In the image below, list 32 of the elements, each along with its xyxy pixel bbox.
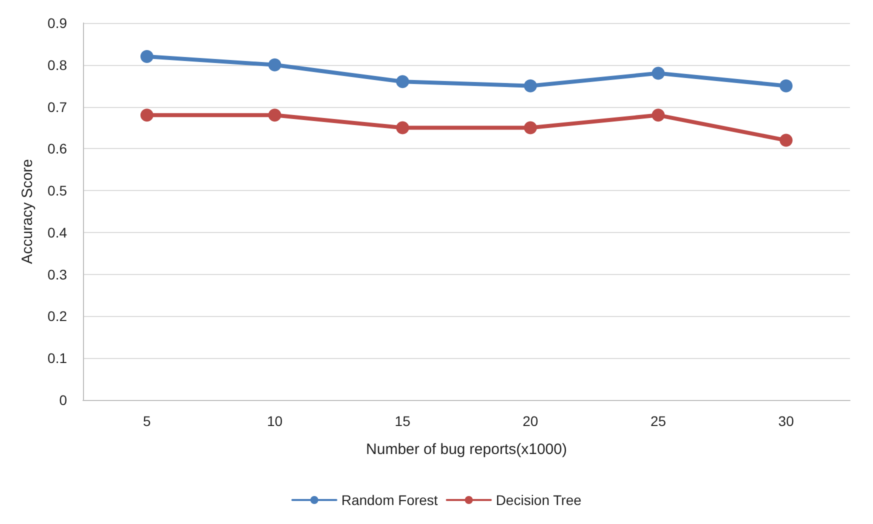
y-tick-label: 0.7 bbox=[48, 98, 68, 115]
x-axis-title: Number of bug reports(x1000) bbox=[366, 441, 567, 458]
point bbox=[140, 108, 154, 122]
point bbox=[268, 58, 282, 72]
point bbox=[780, 134, 793, 147]
point bbox=[396, 121, 410, 134]
point bbox=[396, 75, 410, 88]
y-tick-label: 0.9 bbox=[48, 15, 68, 31]
legend-label: Random Forest bbox=[341, 492, 438, 508]
y-tick-label: 0.8 bbox=[48, 56, 68, 73]
y-tick-label: 0.5 bbox=[48, 182, 68, 199]
point bbox=[780, 79, 793, 92]
x-tick-label: 20 bbox=[522, 413, 538, 429]
point bbox=[652, 66, 665, 80]
y-tick-label: 0 bbox=[59, 392, 68, 408]
y-tick-label: 0.6 bbox=[48, 140, 68, 157]
point bbox=[268, 108, 282, 122]
point bbox=[652, 108, 665, 122]
x-tick-label: 10 bbox=[266, 413, 283, 429]
y-tick-label: 0.4 bbox=[48, 224, 68, 240]
y-tick-label: 0.1 bbox=[48, 350, 68, 366]
x-tick-label: 15 bbox=[394, 413, 411, 429]
x-tick-label: 5 bbox=[143, 413, 152, 429]
point bbox=[140, 50, 154, 64]
point bbox=[524, 121, 537, 134]
legend-label: Decision Tree bbox=[496, 492, 582, 508]
point bbox=[524, 79, 537, 92]
y-axis-title: Accuracy Score bbox=[19, 158, 36, 264]
x-tick-label: 30 bbox=[778, 413, 794, 429]
y-tick-label: 0.3 bbox=[48, 266, 68, 282]
x-tick-label: 25 bbox=[650, 413, 666, 429]
y-tick-label: 0.2 bbox=[48, 308, 68, 324]
